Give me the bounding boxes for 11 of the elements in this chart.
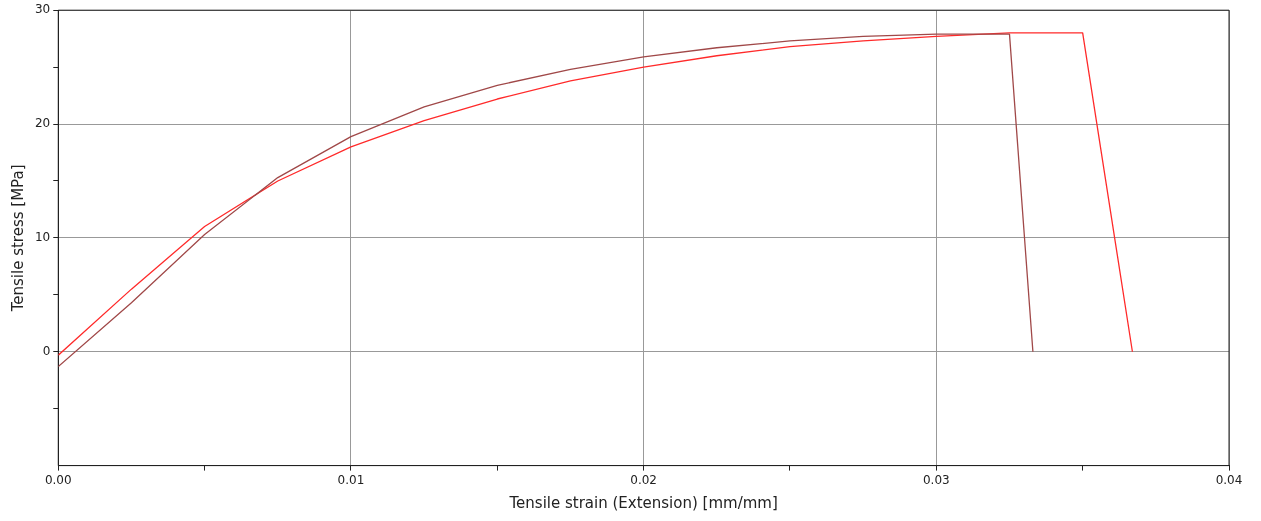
x-axis-title: Tensile strain (Extension) [mm/mm] (508, 493, 778, 512)
y-tick-label: 20 (34, 116, 51, 131)
y-axis-title: Tensile stress [MPa] (8, 164, 27, 313)
x-tick-label: 0.01 (337, 472, 365, 487)
x-tick-label: 0.00 (44, 472, 72, 487)
y-tick-label: 30 (34, 2, 51, 17)
y-tick-label: 0 (42, 343, 51, 358)
x-tick-label: 0.04 (1215, 472, 1243, 487)
y-tick-label: 10 (34, 230, 51, 245)
x-tick-label: 0.03 (922, 472, 950, 487)
x-tick-label: 0.02 (630, 472, 657, 487)
